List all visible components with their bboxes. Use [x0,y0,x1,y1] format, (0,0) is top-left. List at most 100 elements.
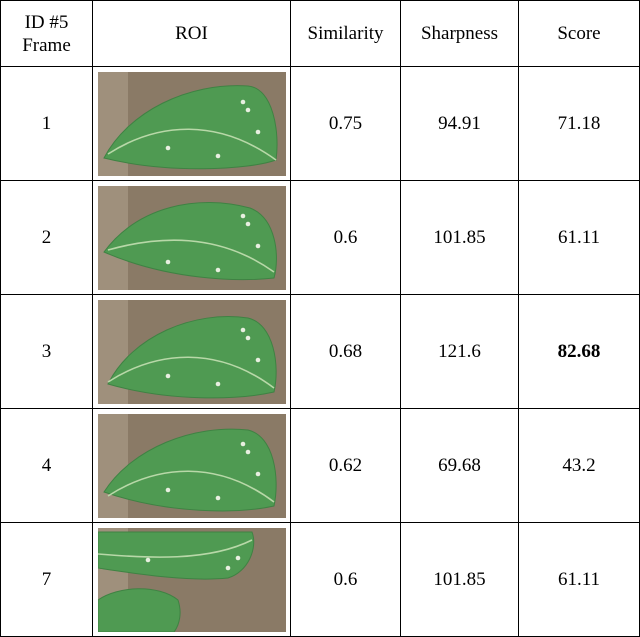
roi-cell [92,522,291,637]
header-roi-label: ROI [175,23,208,44]
leaf-vein [107,238,274,273]
frame-number: 7 [41,569,52,590]
sharpness-value: 69.68 [438,455,481,476]
leaf-spot [245,335,250,340]
leaf-shape-secondary [97,587,181,632]
leaf-spot [165,145,170,150]
table-row: 1 0.75 94.91 71.18 [0,66,640,181]
leaf-spot [215,381,220,386]
leaf-spot [255,471,260,476]
leaf-spot [245,107,250,112]
header-score: Score [518,0,640,67]
score-value-cell: 61.11 [518,180,640,295]
roi-image [97,71,286,176]
leaf-spot [245,449,250,454]
leaf-vein [97,538,252,558]
roi-cell [92,408,291,523]
roi-image [97,299,286,404]
sharpness-value-cell: 101.85 [400,522,519,637]
leaf-spot [255,357,260,362]
leaf-roi-image [97,299,286,404]
table-row: 7 0.6 101.85 61.11 [0,522,640,637]
frame-number-cell: 7 [0,522,93,637]
roi-cell [92,180,291,295]
score-value: 61.11 [557,227,601,248]
leaf-spot [240,99,245,104]
sharpness-value: 121.6 [438,341,481,362]
leaf-spot [165,259,170,264]
frame-number: 1 [41,113,52,134]
frame-number-cell: 4 [0,408,93,523]
leaf-spot [165,373,170,378]
header-roi: ROI [92,0,291,67]
header-similarity: Similarity [290,0,401,67]
leaf-spot [215,153,220,158]
leaf-spot [255,243,260,248]
frame-number: 3 [41,341,52,362]
sharpness-value: 101.85 [433,227,486,248]
leaf-spot [235,555,240,560]
leaf-shape [102,428,277,511]
header-similarity-label: Similarity [307,23,384,44]
header-score-label: Score [557,23,601,44]
frame-number: 4 [41,455,52,476]
leaf-spot [215,495,220,500]
header-row: ID #5 Frame ROI Similarity Sharpness Scor… [0,0,640,67]
frame-number: 2 [41,227,52,248]
leaf-spot [145,557,150,562]
similarity-value: 0.6 [333,569,358,590]
sharpness-value: 101.85 [433,569,486,590]
header-sharpness: Sharpness [400,0,519,67]
roi-background-shade [97,413,128,518]
sharpness-value-cell: 69.68 [400,408,519,523]
similarity-value: 0.62 [328,455,363,476]
leaf-vein [107,355,274,389]
leaf-spot [240,441,245,446]
header-frame: ID #5 Frame [0,0,93,67]
score-value: 82.68 [557,341,601,362]
similarity-value: 0.75 [328,113,363,134]
leaf-shape [102,84,278,169]
similarity-value-cell: 0.68 [290,294,401,409]
leaf-vein [107,469,274,503]
leaf-spot [225,565,230,570]
similarity-value-cell: 0.6 [290,180,401,295]
leaf-shape [97,531,254,580]
roi-cell [92,294,291,409]
frame-number-cell: 1 [0,66,93,181]
leaf-spot [240,213,245,218]
header-frame-label: ID #5 Frame [22,11,71,56]
leaf-spot [240,327,245,332]
table-row: 2 0.6 101.85 61.11 [0,180,640,295]
frame-number-cell: 3 [0,294,93,409]
table-row: 4 0.62 69.68 43.2 [0,408,640,523]
roi-cell [92,66,291,181]
similarity-value: 0.6 [333,227,358,248]
table-row: 3 0.68 121.6 82.68 [0,294,640,409]
similarity-value-cell: 0.62 [290,408,401,523]
similarity-value-cell: 0.6 [290,522,401,637]
roi-image [97,185,286,290]
header-sharpness-label: Sharpness [420,23,499,44]
score-value: 43.2 [562,455,596,476]
leaf-vein [107,127,276,161]
leaf-roi-image [97,527,286,632]
leaf-spot [165,487,170,492]
similarity-value: 0.68 [328,341,363,362]
score-value: 61.11 [557,569,601,590]
leaf-roi-image [97,185,286,290]
score-value-cell: 61.11 [518,522,640,637]
leaf-spot [215,267,220,272]
leaf-roi-image [97,413,286,518]
leaf-spot [255,129,260,134]
sharpness-value: 94.91 [438,113,481,134]
frame-number-cell: 2 [0,180,93,295]
sharpness-value-cell: 121.6 [400,294,519,409]
table-body: 1 0.75 94.91 71.18 2 0.6 101.85 61.11 3 0.68 121.6… [0,66,640,637]
score-value-cell: 71.18 [518,66,640,181]
score-value-cell: 82.68 [518,294,640,409]
roi-image [97,413,286,518]
sharpness-value-cell: 94.91 [400,66,519,181]
leaf-spot [245,221,250,226]
